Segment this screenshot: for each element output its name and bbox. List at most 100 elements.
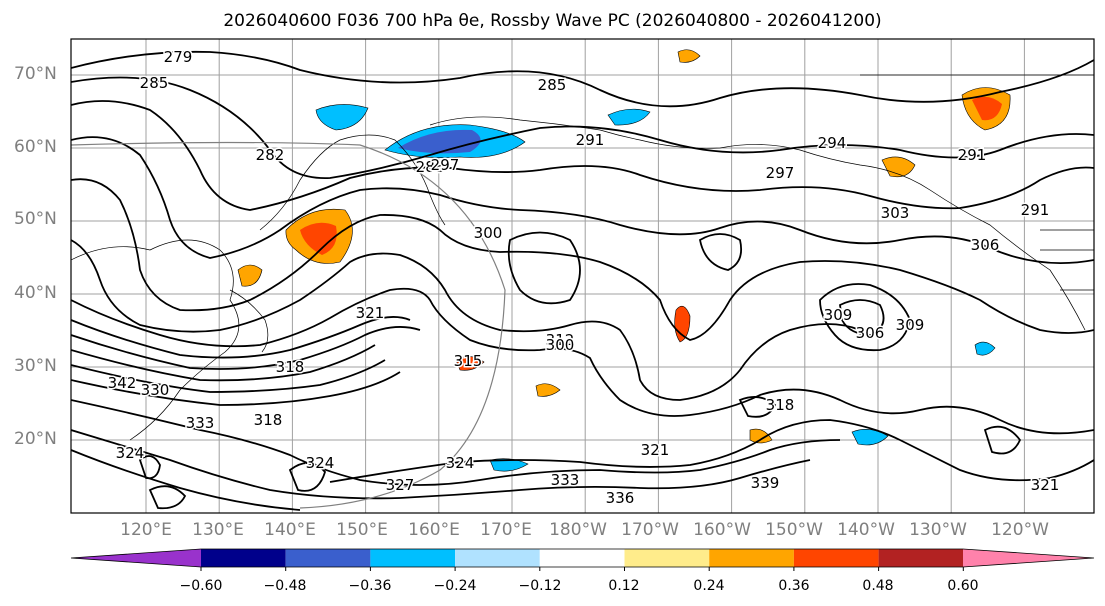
negative-anomaly-small-1 <box>315 104 369 131</box>
colorbar-swatches <box>70 548 1095 571</box>
contour-label: 285 <box>538 76 567 94</box>
negative-anomaly-small-4 <box>489 458 529 472</box>
colorbar-tick-label: 0.12 <box>608 578 640 594</box>
colorbar-swatch <box>201 549 286 567</box>
contour-label: 318 <box>254 411 283 429</box>
contour-label: 294 <box>818 134 847 152</box>
contour-label: 333 <box>551 471 580 489</box>
colorbar-swatch <box>370 549 456 567</box>
contour-label: 324 <box>306 454 335 472</box>
contour-label: 309 <box>824 306 853 324</box>
map-title: 2026040600 F036 700 hPa θe, Rossby Wave … <box>223 11 882 31</box>
contour-label: 282 <box>256 146 285 164</box>
colorbar-swatch <box>71 549 202 567</box>
positive-anomaly-core <box>300 222 337 255</box>
contour-label: 315 <box>454 352 483 370</box>
contour-label: 300 <box>474 224 503 242</box>
positive-anomaly-small-5 <box>535 383 561 397</box>
contour-label: 312 <box>546 331 575 349</box>
contour-label: 306 <box>856 324 885 342</box>
contour-label: 318 <box>766 396 795 414</box>
contour-label: 279 <box>164 48 193 66</box>
colorbar-tick-label: −0.12 <box>518 578 562 594</box>
coastlines <box>71 74 1094 441</box>
lon-label-180w: 180°W <box>549 520 607 540</box>
colorbar-tick-label: 0.36 <box>778 578 810 594</box>
colorbar-swatch <box>455 549 540 567</box>
colorbar-tick-label: 0.24 <box>693 578 725 594</box>
colorbar-swatch <box>539 549 625 567</box>
contour-label: 291 <box>576 131 605 149</box>
colorbar-tick-label: −0.24 <box>433 578 477 594</box>
lon-label-140e: 140°E <box>264 520 316 540</box>
lon-label-120w: 120°W <box>991 520 1049 540</box>
colorbar-tick-label: 0.48 <box>862 578 894 594</box>
theta-e-contours <box>71 50 1094 511</box>
contour-label: 303 <box>881 204 910 222</box>
lon-label-130w: 130°W <box>909 520 967 540</box>
negative-anomaly-small-5 <box>974 341 996 356</box>
lon-label-140w: 140°W <box>837 520 895 540</box>
contour-label: 339 <box>751 474 780 492</box>
map-frame <box>70 38 1095 514</box>
colorbar-tick-label: −0.60 <box>179 578 223 594</box>
lon-label-170w: 170°W <box>621 520 679 540</box>
contour-label: 327 <box>386 476 415 494</box>
lon-label-160e: 160°E <box>408 520 460 540</box>
contour-label: 285 <box>140 74 169 92</box>
great-circle-reference <box>71 141 506 509</box>
contour-label: 321 <box>356 304 385 322</box>
contour-label: 321 <box>1031 476 1060 494</box>
lat-label-40n: 40°N <box>14 283 57 303</box>
contour-label: 318 <box>276 358 305 376</box>
negative-anomaly-small-2 <box>607 108 651 126</box>
lon-label-150w: 150°W <box>765 520 823 540</box>
contour-label-layer: 279 285 285 291 282 288 291 294 297 291 300 303 306 2… <box>106 47 1061 509</box>
colorbar-tick-label: 0.60 <box>947 578 979 594</box>
contour-label: 309 <box>896 316 925 334</box>
contour-label: 330 <box>141 381 170 399</box>
positive-anomaly-small-4 <box>749 428 773 444</box>
contour-label: 288 <box>416 158 445 176</box>
colorbar-swatch <box>624 549 710 567</box>
lat-label-50n: 50°N <box>14 209 57 229</box>
contour-label: 291 <box>1021 201 1050 219</box>
contour-label: 297 <box>431 156 460 174</box>
rossby-wave-shading <box>237 49 1011 472</box>
colorbar-tick-label: −0.36 <box>348 578 392 594</box>
contour-label: 306 <box>971 236 1000 254</box>
positive-anomaly-small-1 <box>237 264 263 287</box>
positive-anomaly-small-3 <box>677 49 701 63</box>
positive-anomaly-alaska-core <box>972 96 1002 121</box>
colorbar-swatch <box>793 549 879 567</box>
lat-label-70n: 70°N <box>14 64 57 84</box>
contour-label: 333 <box>186 414 215 432</box>
negative-anomaly-small-3 <box>851 428 889 446</box>
lon-label-130e: 130°E <box>192 520 244 540</box>
colorbar-swatch <box>963 549 1094 567</box>
positive-anomaly-gulf <box>881 156 916 178</box>
contour-label: 324 <box>116 444 145 462</box>
colorbar-swatch <box>878 549 964 567</box>
lon-label-150e: 150°E <box>336 520 388 540</box>
contour-label: 342 <box>108 374 137 392</box>
contour-label: 336 <box>606 489 635 507</box>
colorbar-swatch <box>285 549 371 567</box>
lat-label-60n: 60°N <box>14 137 57 157</box>
contour-label: 306 <box>971 236 1000 254</box>
contour-label: 297 <box>766 164 795 182</box>
positive-anomaly-small-2 <box>455 356 485 371</box>
lat-label-20n: 20°N <box>14 429 57 449</box>
contour-label: 300 <box>546 336 575 354</box>
contour-label: 324 <box>446 454 475 472</box>
colorbar-swatch <box>709 549 794 567</box>
colorbar-tick-label: −0.48 <box>263 578 307 594</box>
lat-label-30n: 30°N <box>14 356 57 376</box>
lon-label-170e: 170°E <box>480 520 532 540</box>
lon-label-160w: 160°W <box>693 520 751 540</box>
lon-label-120e: 120°E <box>120 520 172 540</box>
contour-label: 321 <box>641 441 670 459</box>
contour-label: 291 <box>958 146 987 164</box>
